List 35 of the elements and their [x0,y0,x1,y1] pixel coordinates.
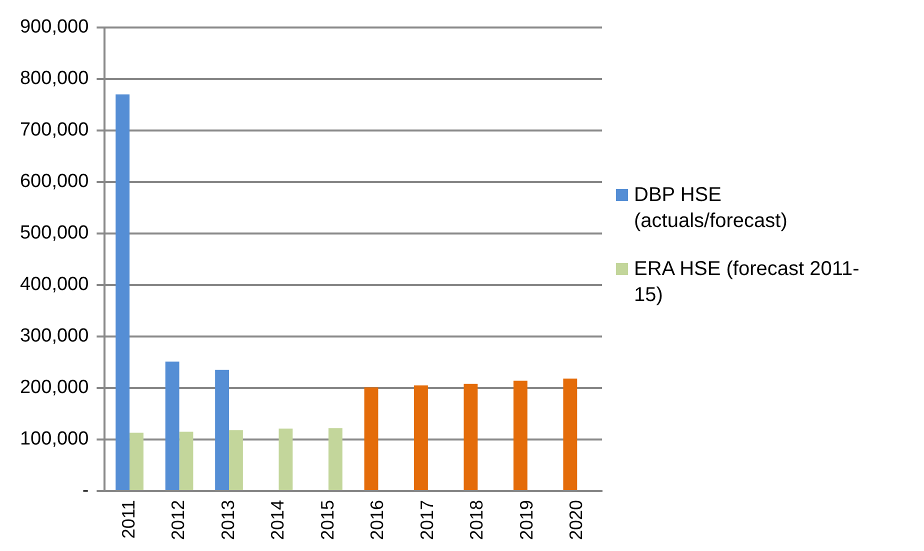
bar [229,430,243,490]
bar [364,387,378,490]
x-tick-label: 2015 [317,500,338,540]
x-tick-label: 2019 [516,500,536,540]
y-tick-label: 100,000 [20,428,89,450]
bar [130,432,144,490]
y-tick-label: 400,000 [20,274,89,296]
y-tick-label: 500,000 [20,222,89,244]
x-tick-label: 2011 [118,500,139,539]
bar [165,362,180,490]
y-tick-label: 300,000 [20,326,89,347]
bar [563,378,578,490]
bar [215,370,230,490]
x-tick-label: 2017 [416,500,437,540]
y-tick-label: 200,000 [20,377,89,398]
x-tick-label: 2016 [367,500,388,540]
legend-label: DBP HSE (actuals/forecast) [634,182,788,234]
y-tick-label: 700,000 [20,120,89,141]
x-tick-label: 2012 [168,500,188,540]
y-tick-label: 900,000 [20,16,89,38]
legend-label: ERA HSE (forecast 2011-15) [634,256,860,308]
x-tick-label: 2013 [218,500,238,540]
x-tick-label: 2018 [466,500,487,540]
x-tick-label: 2020 [566,500,586,540]
bar [278,428,293,490]
bar [116,94,130,490]
bar [414,385,428,490]
bar [179,432,194,490]
bar [328,428,342,490]
y-tick-label: 600,000 [20,171,89,192]
x-tick-label: 2014 [268,500,288,540]
y-tick-label: 800,000 [20,68,89,90]
bar [464,384,478,490]
bar [513,380,528,490]
y-tick-label: - [82,480,89,502]
